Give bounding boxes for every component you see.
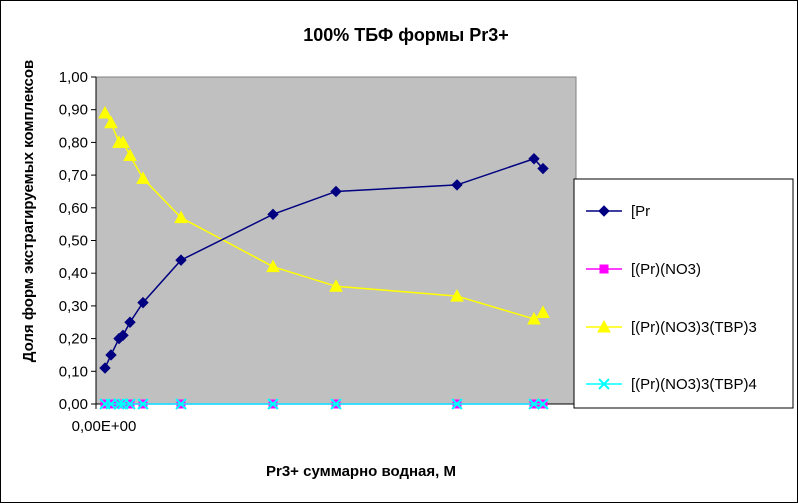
legend: [Pr [(Pr)(NO3) [(Pr)(NO3)3(TBP)3 [(Pr)(NO3)…: [573, 178, 794, 409]
series-0-point: [330, 185, 342, 198]
series-2-point: [123, 148, 137, 161]
y-tick-label: 0,80: [59, 134, 88, 151]
y-tick-label: 0,70: [59, 167, 88, 184]
series-0-point: [124, 316, 136, 328]
series-3-point-stroke: [124, 398, 136, 410]
series-0-point: [105, 349, 117, 361]
y-axis-title: Доля форм экстрагируемых комплексов: [20, 60, 37, 363]
y-tick-label: 1,00: [59, 69, 88, 86]
legend-marker-0: [598, 205, 610, 217]
series-2-point: [450, 289, 464, 302]
series-3-point: [175, 398, 187, 410]
series-3-point-stroke: [175, 398, 187, 410]
series-3-point: [267, 398, 279, 410]
series-2-point: [329, 279, 343, 292]
series-2-point: [174, 210, 188, 224]
series-3-point: [537, 398, 549, 410]
series-3-point-stroke: [451, 398, 463, 410]
legend-box: [573, 178, 794, 409]
series-2-point: [536, 305, 550, 318]
series-3-point-stroke: [137, 398, 149, 410]
series-2-point: [136, 171, 150, 184]
legend-marker-3-stroke: [598, 378, 610, 390]
series-3-point-stroke: [113, 398, 125, 410]
y-tick-label: 0,30: [59, 298, 88, 315]
y-tick-label: 0,20: [59, 331, 88, 348]
series-0-point: [451, 179, 463, 191]
series-2-point: [116, 135, 130, 148]
plot-area: [95, 76, 577, 405]
series-2-point: [104, 115, 118, 129]
series-3-point: [528, 398, 540, 410]
chart-title: 100% ТБФ формы Pr3+: [303, 25, 509, 45]
y-tick-label: 0,60: [59, 200, 88, 217]
series-0-point: [117, 329, 129, 342]
legend-label: [Pr: [631, 203, 650, 220]
series-3-point: [137, 398, 149, 410]
series-3-point: [124, 398, 136, 410]
legend-label: [(Pr)(NO3)3(TBP)3: [631, 319, 757, 336]
series-3-point: [451, 398, 463, 410]
x-tick-label: 0,00E+00: [72, 418, 137, 435]
y-tick-label: 0,90: [59, 102, 88, 119]
series-0-point: [537, 162, 549, 175]
x-axis-title: Pr3+ суммарно водная, М: [266, 463, 456, 480]
y-tick-label: 0,50: [59, 233, 88, 250]
legend-label: [(Pr)(NO3)3(TBP)4: [631, 376, 757, 393]
series-2-point: [266, 259, 280, 273]
series-0-point: [267, 208, 279, 221]
series-0-point: [175, 254, 187, 266]
y-tick-label: 0,40: [59, 265, 88, 282]
y-tick-label: 0,00: [59, 396, 88, 413]
legend-label: [(Pr)(NO3): [631, 261, 701, 278]
y-tick-label: 0,10: [59, 363, 88, 380]
series-layer: [98, 105, 550, 410]
series-3-point-stroke: [330, 398, 342, 410]
series-3-point: [113, 398, 125, 410]
series-3-point: [330, 398, 342, 410]
series-2-point: [527, 311, 541, 325]
series-0-point: [137, 296, 149, 309]
series-2-point: [98, 105, 112, 119]
series-3-point-stroke: [537, 398, 549, 410]
series-0-point: [528, 153, 540, 165]
series-0-point: [99, 362, 111, 374]
legend-marker-1: [599, 264, 609, 274]
series-3-point-stroke: [267, 398, 279, 410]
y-axis: 0,00 0,10 0,20 0,30 0,40 0,50 0,60 0,70 0,80 0,90…: [59, 69, 97, 413]
legend-marker-2: [597, 319, 611, 333]
series-3-point-stroke: [528, 398, 540, 410]
legend-marker-3: [598, 378, 610, 390]
